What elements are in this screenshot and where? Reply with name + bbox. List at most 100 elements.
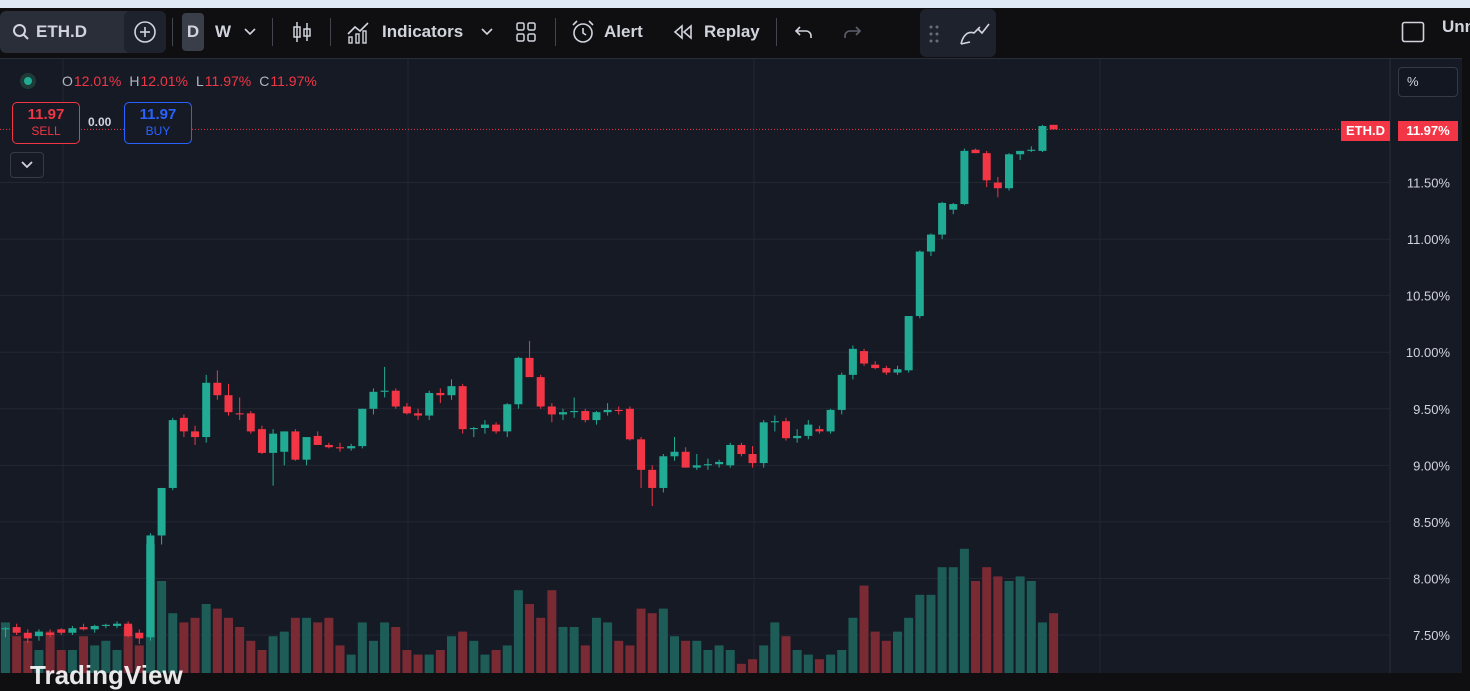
volume-bar (268, 636, 278, 673)
candle-body (425, 392, 434, 416)
volume-bar (179, 622, 189, 673)
drag-handle-icon[interactable] (929, 25, 939, 43)
interval-w-button[interactable]: W (214, 22, 232, 41)
volume-bar (346, 654, 356, 673)
candle-body (191, 431, 200, 438)
volume-bar (168, 613, 178, 673)
symbol-search-button[interactable]: ETH.D (0, 11, 148, 53)
volume-bar (1037, 622, 1047, 673)
volume-bar (134, 645, 144, 673)
volume-bar (658, 608, 668, 673)
collapse-legend-button[interactable] (10, 152, 44, 178)
candle-body (670, 451, 679, 457)
compare-symbol-button[interactable] (124, 11, 166, 53)
undo-icon (794, 26, 812, 38)
candle-body (882, 368, 891, 373)
volume-bar (826, 654, 836, 673)
volume-bar (257, 650, 267, 673)
volume-bar (736, 663, 746, 673)
brush-icon[interactable] (958, 21, 990, 47)
layout-select-button[interactable] (1398, 13, 1428, 51)
volume-bar (335, 645, 345, 673)
volume-bar (870, 631, 880, 673)
redo-button[interactable] (838, 13, 866, 51)
candle-body (1027, 149, 1036, 151)
candle-body (447, 386, 456, 396)
volume-bar (513, 590, 523, 673)
indicators-dropdown-button[interactable] (476, 13, 498, 51)
scale-mode-button[interactable]: % (1398, 67, 1458, 97)
candle-body (168, 420, 177, 488)
spread-value: 0.00 (88, 115, 112, 129)
candle-body (436, 392, 445, 396)
price-chart[interactable]: 11.50% 11.00% 10.50% 10.00% 9.50% 9.00% 8.50% 8… (0, 59, 1462, 673)
drawing-toolbar (920, 9, 996, 57)
volume-bar (1004, 581, 1014, 673)
redo-icon (844, 26, 862, 38)
alert-button[interactable]: Alert (570, 13, 643, 51)
chart-type-button[interactable] (288, 13, 316, 51)
candle-body (347, 446, 356, 449)
undo-button[interactable] (790, 13, 818, 51)
volume-bar (101, 640, 111, 673)
candle-body (860, 351, 869, 364)
interval-dropdown-button[interactable] (240, 13, 260, 51)
candle-body (313, 435, 322, 445)
candle-body (246, 413, 255, 432)
volume-bar (79, 636, 89, 673)
open-label: O (62, 73, 73, 89)
buy-price: 11.97 (139, 106, 177, 123)
interval-d-button[interactable]: D (182, 13, 204, 51)
candle-body (157, 487, 166, 536)
candle-body (915, 251, 924, 317)
volume-bar (959, 548, 969, 673)
volume-bar (803, 654, 813, 673)
volume-bar (1026, 581, 1036, 673)
sell-button[interactable]: 11.97 SELL (12, 102, 80, 144)
volume-bar (670, 636, 679, 673)
alert-label: Alert (604, 22, 643, 41)
price-tick-label: 9.50% (1413, 402, 1450, 417)
candle-body (804, 424, 813, 436)
close-value: 11.97% (270, 73, 317, 89)
price-tick-label: 7.50% (1413, 628, 1450, 643)
market-status-icon[interactable] (20, 73, 36, 89)
candle-body (938, 202, 947, 235)
candle-body (559, 412, 567, 415)
candle-body (90, 625, 99, 630)
high-label: H (129, 73, 140, 89)
plus-circle-icon (134, 21, 156, 43)
volume-bar (279, 631, 289, 673)
chart-pane[interactable]: 11.50% 11.00% 10.50% 10.00% 9.50% 9.00% 8.50% 8… (0, 58, 1462, 673)
candle-body (336, 447, 344, 449)
candle-body (570, 411, 579, 413)
candle-body (235, 413, 244, 415)
candle-body (737, 444, 746, 455)
candle-body (1, 628, 10, 630)
volume-bar (212, 608, 222, 673)
toolbar-divider (330, 18, 331, 46)
buy-button[interactable]: 11.97 BUY (124, 102, 192, 144)
candle-body (1038, 126, 1047, 151)
candle-body (280, 431, 289, 452)
candle-body (703, 464, 712, 466)
candle-body (480, 424, 489, 429)
volume-bar (34, 650, 44, 673)
volume-bar (502, 645, 512, 673)
ohlc-legend: O 12.01% H 12.01% L 11.97% C 11.97% (20, 73, 325, 89)
volume-bar (67, 650, 77, 673)
window-right-edge (1462, 58, 1470, 672)
indicators-button[interactable]: Indicators (346, 13, 463, 51)
candle-body (871, 364, 880, 369)
candle-body (971, 149, 980, 154)
volume-bar (447, 636, 456, 673)
volume-bar (56, 650, 66, 673)
account-name[interactable]: Unn (1442, 17, 1470, 36)
volume-bar (681, 640, 691, 673)
replay-label: Replay (704, 22, 760, 41)
volume-bar (224, 617, 233, 673)
layouts-button[interactable] (512, 13, 540, 51)
replay-button[interactable]: Replay (672, 13, 760, 51)
volume-bar (625, 645, 635, 673)
search-icon (13, 24, 29, 40)
